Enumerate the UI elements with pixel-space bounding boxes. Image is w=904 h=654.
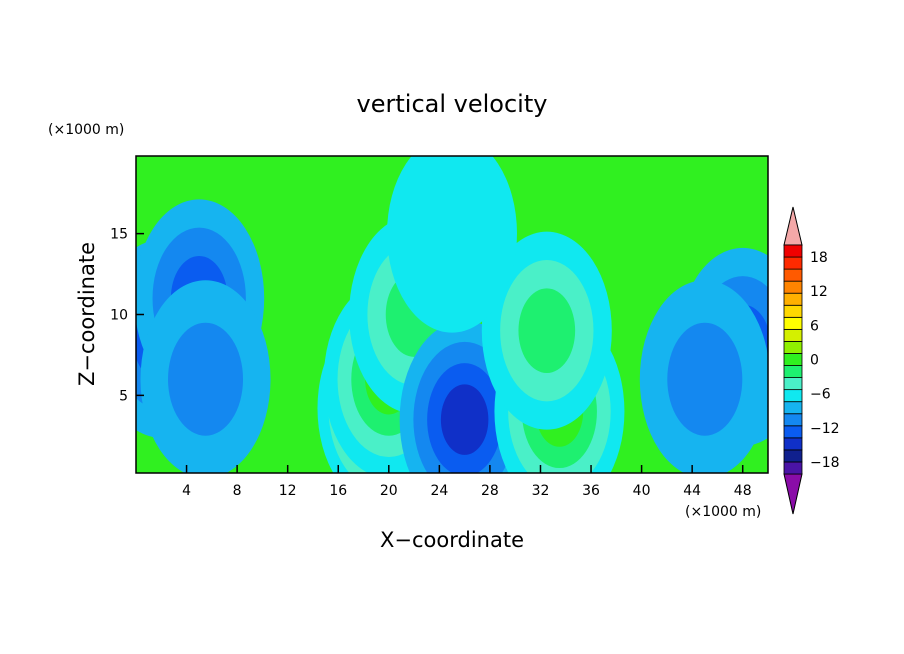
contour-band [667,322,743,436]
colorbar-band [783,461,803,475]
colorbar-label: 6 [810,318,819,334]
contour-band [440,384,489,455]
contour-field [136,156,768,473]
x-tick-label: 8 [233,483,242,499]
x-tick-label: 4 [182,483,191,499]
contour-feature [481,231,612,430]
contour-feature [140,280,271,473]
colorbar-band [783,425,803,439]
colorbar-band [783,280,803,294]
contour-band [168,322,244,436]
colorbar-band [783,244,803,258]
colorbar-band [783,304,803,318]
x-axis-ticks: 4 8 12 16 20 24 28 32 36 40 44 48 [182,465,752,499]
colorbar-band [783,401,803,415]
colorbar-label: 0 [810,353,819,369]
x-tick-label: 36 [582,483,600,499]
x-tick-label: 12 [279,483,297,499]
colorbar-band [783,316,803,330]
x-tick-label: 16 [329,483,347,499]
contour-feature [387,156,517,333]
colorbar-label: −12 [810,421,840,437]
y-tick-label: 10 [110,308,128,324]
colorbar-band [783,413,803,427]
colorbar-band [783,389,803,403]
colorbar-band [783,365,803,378]
colorbar-band [783,256,803,270]
x-tick-label: 28 [481,483,499,499]
colorbar: 18 12 6 0 −6 −12 −18 [783,206,840,515]
contour-band [518,288,576,374]
colorbar-band [783,437,803,451]
contour-feature [639,280,768,473]
x-axis-label: X−coordinate [380,528,524,552]
x-tick-label: 40 [633,483,651,499]
x-tick-label: 20 [380,483,398,499]
y-axis-unit: (×1000 m) [48,122,124,138]
y-axis-ticks: 5 10 15 [110,227,144,404]
y-tick-label: 15 [110,227,128,243]
x-tick-label: 44 [683,483,701,499]
x-tick-label: 32 [532,483,550,499]
plot-area [135,155,769,474]
y-tick-label: 5 [119,388,128,404]
y-axis-label: Z−coordinate [75,242,99,386]
x-tick-label: 48 [734,483,752,499]
colorbar-band [783,353,803,366]
colorbar-label: −6 [810,387,831,403]
colorbar-label: 12 [810,284,828,300]
colorbar-band [783,268,803,282]
colorbar-band [783,377,803,391]
colorbar-label: −18 [810,455,840,471]
colorbar-band [783,328,803,342]
colorbar-band [783,449,803,463]
colorbar-band [783,292,803,306]
contour-band [387,156,517,333]
x-axis-unit: (×1000 m) [685,504,761,520]
colorbar-label: 18 [810,250,828,266]
x-tick-label: 24 [430,483,448,499]
chart-title: vertical velocity [357,90,548,118]
colorbar-band [783,341,803,354]
